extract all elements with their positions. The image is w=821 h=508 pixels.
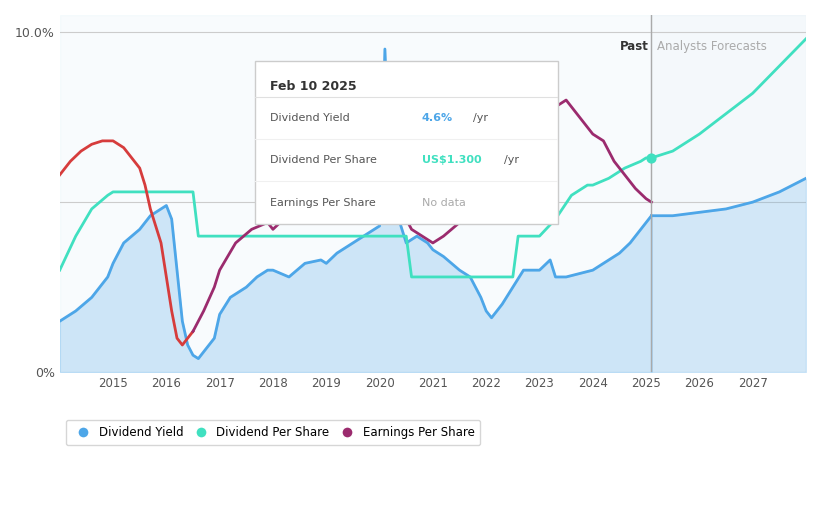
Text: US$1.300: US$1.300: [422, 155, 481, 165]
Text: Dividend Per Share: Dividend Per Share: [269, 155, 377, 165]
Point: [644, 154, 658, 162]
Text: No data: No data: [422, 198, 466, 207]
Text: Feb 10 2025: Feb 10 2025: [269, 80, 356, 93]
Text: Earnings Per Share: Earnings Per Share: [269, 198, 375, 207]
Text: /yr: /yr: [503, 155, 519, 165]
Bar: [60, 15, 651, 372]
Legend: Dividend Yield, Dividend Per Share, Earnings Per Share: Dividend Yield, Dividend Per Share, Earn…: [66, 420, 480, 445]
Text: Analysts Forecasts: Analysts Forecasts: [657, 40, 767, 53]
FancyBboxPatch shape: [255, 61, 558, 224]
Text: Past: Past: [620, 40, 649, 53]
Text: /yr: /yr: [473, 113, 488, 123]
Text: 4.6%: 4.6%: [422, 113, 452, 123]
Bar: [651, 15, 806, 372]
Text: Dividend Yield: Dividend Yield: [269, 113, 350, 123]
